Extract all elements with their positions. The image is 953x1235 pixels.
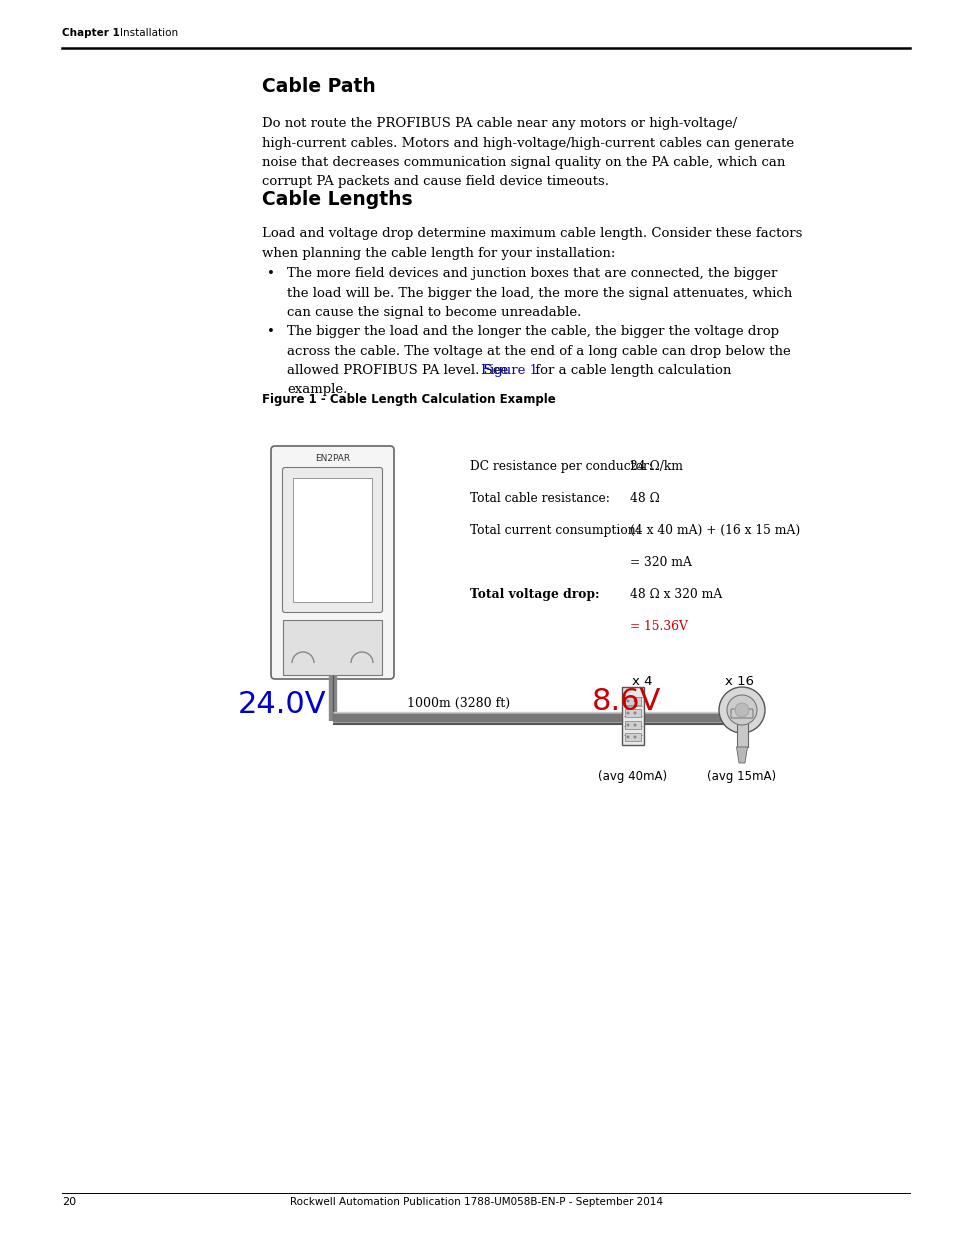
Circle shape	[734, 703, 748, 718]
Circle shape	[626, 699, 629, 703]
Text: Installation: Installation	[120, 28, 178, 38]
Text: EN2PAR: EN2PAR	[314, 454, 350, 463]
Bar	[624, 734, 640, 741]
Bar	[283, 620, 381, 676]
Text: 8.6V: 8.6V	[592, 687, 660, 716]
FancyBboxPatch shape	[282, 468, 382, 613]
Text: Rockwell Automation Publication 1788-UM058B-EN-P - September 2014: Rockwell Automation Publication 1788-UM0…	[291, 1197, 662, 1207]
Text: Cable Path: Cable Path	[262, 77, 375, 96]
Text: Cable Lengths: Cable Lengths	[262, 190, 413, 209]
Text: when planning the cable length for your installation:: when planning the cable length for your …	[262, 247, 615, 259]
Circle shape	[726, 695, 757, 725]
Text: allowed PROFIBUS PA level. See: allowed PROFIBUS PA level. See	[287, 364, 512, 377]
Text: for a cable length calculation: for a cable length calculation	[530, 364, 730, 377]
Text: The more field devices and junction boxes that are connected, the bigger: The more field devices and junction boxe…	[287, 267, 777, 280]
Circle shape	[633, 724, 636, 726]
Bar	[624, 709, 640, 718]
Text: 24.0V: 24.0V	[237, 690, 326, 719]
Text: (4 x 40 mA) + (16 x 15 mA): (4 x 40 mA) + (16 x 15 mA)	[629, 524, 800, 537]
Text: 48 Ω x 320 mA: 48 Ω x 320 mA	[629, 588, 721, 601]
Text: = 320 mA: = 320 mA	[629, 556, 691, 569]
Circle shape	[633, 711, 636, 715]
Text: 48 Ω: 48 Ω	[629, 492, 659, 505]
Text: high-current cables. Motors and high-voltage/high-current cables can generate: high-current cables. Motors and high-vol…	[262, 137, 793, 149]
Text: Total voltage drop:: Total voltage drop:	[470, 588, 598, 601]
Text: Do not route the PROFIBUS PA cable near any motors or high-voltage/: Do not route the PROFIBUS PA cable near …	[262, 117, 737, 130]
Text: can cause the signal to become unreadable.: can cause the signal to become unreadabl…	[287, 306, 580, 319]
Text: Total cable resistance:: Total cable resistance:	[470, 492, 609, 505]
Text: the load will be. The bigger the load, the more the signal attenuates, which: the load will be. The bigger the load, t…	[287, 287, 791, 300]
Text: Total current consumption:: Total current consumption:	[470, 524, 639, 537]
Text: •: •	[267, 267, 274, 280]
Text: 24 Ω/km: 24 Ω/km	[629, 459, 682, 473]
Text: 20: 20	[62, 1197, 76, 1207]
Text: corrupt PA packets and cause field device timeouts.: corrupt PA packets and cause field devic…	[262, 175, 608, 189]
Bar	[624, 697, 640, 705]
Bar	[621, 687, 643, 745]
Polygon shape	[736, 747, 747, 763]
Bar	[736, 710, 747, 747]
Circle shape	[626, 724, 629, 726]
Text: The bigger the load and the longer the cable, the bigger the voltage drop: The bigger the load and the longer the c…	[287, 325, 779, 338]
Text: noise that decreases communication signal quality on the PA cable, which can: noise that decreases communication signa…	[262, 156, 784, 169]
Bar	[624, 721, 640, 729]
Bar	[293, 478, 372, 601]
Text: across the cable. The voltage at the end of a long cable can drop below the: across the cable. The voltage at the end…	[287, 345, 790, 357]
Text: Figure 1: Figure 1	[480, 364, 537, 377]
Text: (avg 15mA): (avg 15mA)	[707, 769, 776, 783]
Text: = 15.36V: = 15.36V	[629, 620, 687, 634]
FancyBboxPatch shape	[271, 446, 394, 679]
Circle shape	[633, 699, 636, 703]
Text: x 16: x 16	[724, 676, 753, 688]
Circle shape	[633, 736, 636, 739]
Text: •: •	[267, 325, 274, 338]
Text: example.: example.	[287, 384, 347, 396]
Text: (avg 40mA): (avg 40mA)	[598, 769, 667, 783]
Text: 1000m (3280 ft): 1000m (3280 ft)	[407, 697, 510, 710]
Text: Load and voltage drop determine maximum cable length. Consider these factors: Load and voltage drop determine maximum …	[262, 227, 801, 240]
Circle shape	[626, 711, 629, 715]
FancyBboxPatch shape	[730, 709, 752, 718]
Text: Figure 1 - Cable Length Calculation Example: Figure 1 - Cable Length Calculation Exam…	[262, 393, 556, 406]
Circle shape	[626, 736, 629, 739]
Text: x 4: x 4	[631, 676, 652, 688]
Text: Chapter 1: Chapter 1	[62, 28, 120, 38]
Circle shape	[719, 687, 764, 734]
Text: DC resistance per conductor:: DC resistance per conductor:	[470, 459, 652, 473]
